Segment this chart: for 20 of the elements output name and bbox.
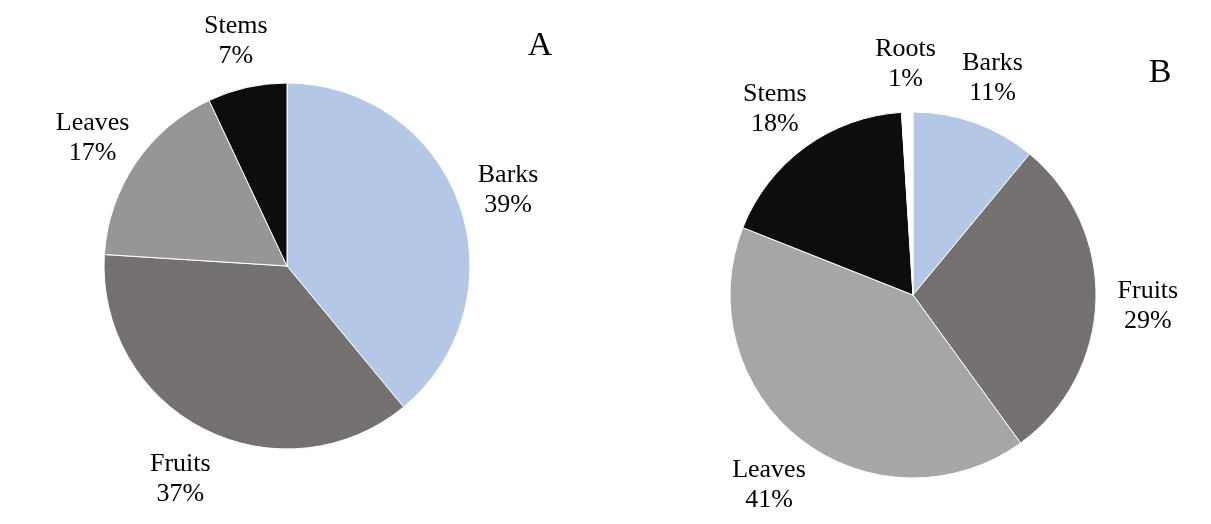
slice-label: Fruits	[1117, 275, 1179, 305]
slice-label: Stems	[203, 9, 268, 39]
data-label: 18%	[751, 107, 799, 137]
chart-title: A	[527, 25, 553, 62]
data-label: 11%	[969, 76, 1016, 106]
slice-label: Stems	[743, 77, 807, 107]
data-label: 39%	[484, 189, 532, 219]
data-label: 41%	[745, 483, 793, 513]
slice-label: Barks	[477, 159, 539, 189]
data-label: 37%	[156, 478, 205, 508]
data-label: 7%	[218, 39, 254, 69]
slice-label: Fruits	[149, 448, 211, 478]
slice-label: Leaves	[55, 106, 130, 136]
slice-label: Roots	[875, 33, 936, 63]
data-label: 1%	[888, 63, 923, 93]
chart-title: B	[1148, 52, 1172, 89]
slice-label: Leaves	[732, 453, 806, 483]
data-label: 29%	[1124, 305, 1172, 335]
slice-label: Barks	[962, 46, 1023, 76]
data-label: 17%	[68, 136, 117, 166]
